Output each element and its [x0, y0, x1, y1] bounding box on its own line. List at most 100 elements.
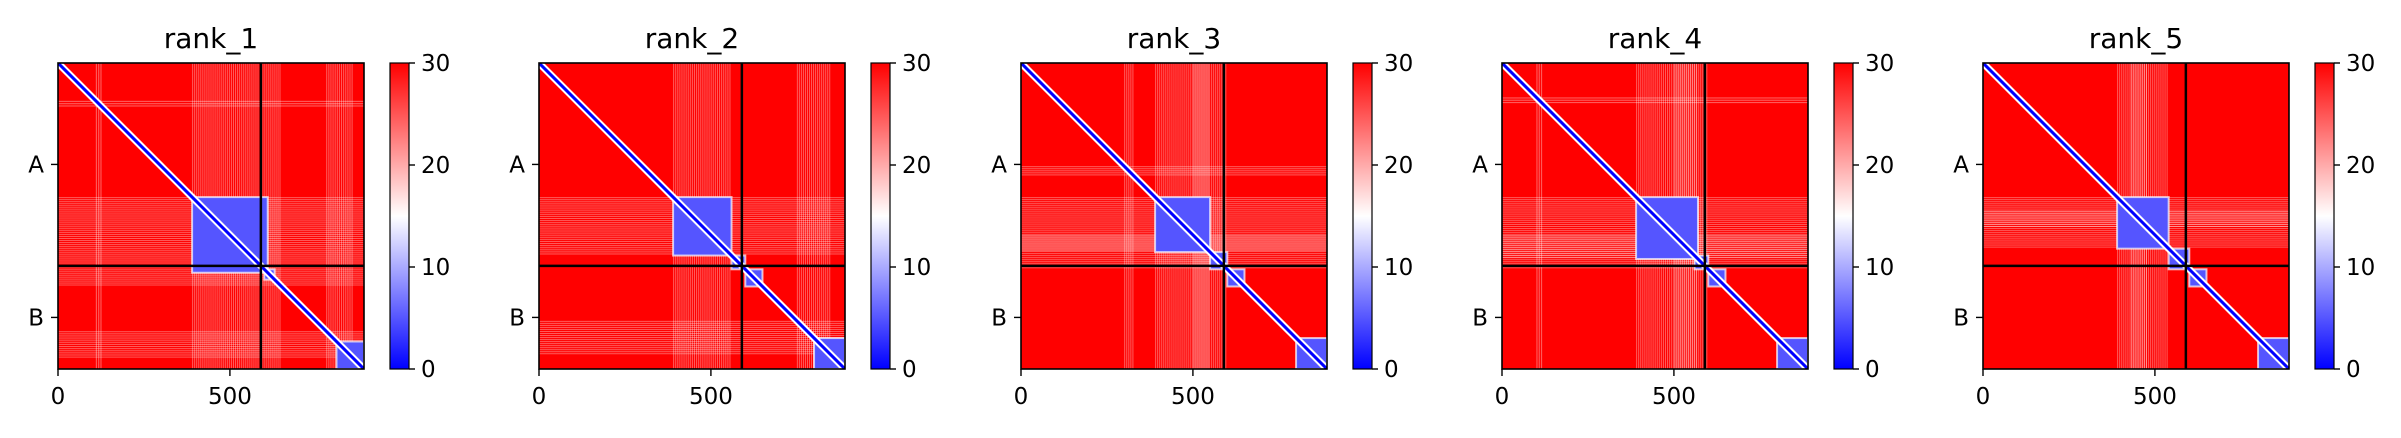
stripe-row [1502, 99, 1808, 101]
heatmap [58, 63, 364, 369]
panel-title: rank_2 [645, 22, 739, 55]
y-tick-label: A [509, 152, 525, 178]
stripe-row [1021, 166, 1327, 168]
panel-title: rank_3 [1127, 22, 1221, 55]
stripe-col [809, 63, 811, 369]
stripe-col [328, 63, 330, 369]
colorbar-tick-label: 20 [1865, 153, 1894, 179]
colorbar-tick-label: 30 [1865, 51, 1894, 77]
stripe-col [811, 63, 813, 369]
stripe-row [539, 320, 845, 322]
stripe-row [1021, 259, 1327, 261]
stripe-row [539, 330, 845, 332]
stripe-col [98, 63, 100, 369]
stripe-col [1128, 63, 1130, 369]
panel-title: rank_4 [1608, 22, 1702, 55]
stripe-col [813, 63, 815, 369]
diagonal [539, 63, 845, 369]
stripe-row [1021, 255, 1327, 257]
stripe-col [825, 63, 827, 369]
colorbar-tick-label: 20 [421, 153, 450, 179]
stripe-col [277, 63, 279, 369]
x-tick-label: 0 [1495, 384, 1510, 410]
domain-edge [744, 268, 764, 288]
stripe-col [829, 63, 831, 369]
colorbar-tick-label: 10 [421, 255, 450, 281]
y-tick-label: A [1953, 152, 1969, 178]
panel-title: rank_5 [2089, 22, 2183, 55]
stripe-row [58, 348, 364, 350]
panel-title: rank_1 [164, 22, 258, 55]
plot-frame [1020, 62, 1328, 370]
stripe-row [58, 105, 364, 107]
colorbar-tick-label: 10 [1384, 255, 1413, 281]
stripe-col [806, 63, 808, 369]
colorbar-gradient [389, 62, 410, 370]
x-tick-label: 0 [51, 384, 66, 410]
stripe-col [336, 63, 338, 369]
stripe-col [1225, 63, 1227, 369]
stripe-col [343, 63, 345, 369]
stripe-row [58, 341, 364, 343]
colorbar: 0 10 20 30 [389, 51, 450, 383]
stripe-row [1021, 267, 1327, 269]
domain-edge [2188, 268, 2208, 288]
domain-edge [1154, 196, 1212, 254]
colorbar-tick-label: 0 [421, 357, 436, 383]
stripe-row [58, 276, 364, 278]
stripe-row [1502, 101, 1808, 104]
stripe-row [58, 284, 364, 286]
domain-edge [2116, 196, 2170, 250]
colorbar-tick-label: 0 [2346, 357, 2361, 383]
stripe-col [817, 63, 819, 369]
stripe-col [1219, 63, 1221, 369]
panel-4: rank_4 0 500 A B 0 10 20 30 [1472, 22, 1894, 410]
stripe-col [1124, 63, 1126, 369]
stripe-col [1538, 63, 1540, 369]
stripe-row [58, 331, 364, 333]
heatmap [1502, 63, 1808, 369]
colorbar-tick-label: 10 [1865, 255, 1894, 281]
stripe-col [100, 63, 102, 369]
colorbar-tick-label: 10 [2346, 255, 2375, 281]
plot-frame [1982, 62, 2290, 370]
panel-2: rank_2 0 500 A B 0 10 20 30 [509, 22, 931, 410]
stripe-row [1021, 253, 1327, 255]
stripe-col [347, 63, 349, 369]
stripe-col [821, 63, 823, 369]
stripe-col [800, 63, 802, 369]
stripe-row [539, 324, 845, 326]
stripe-col [271, 63, 273, 369]
stripe-col [273, 63, 275, 369]
diagonal [1983, 63, 2289, 369]
colorbar-tick-label: 0 [1384, 357, 1399, 383]
stripe-col [95, 63, 97, 369]
domain-edge [191, 196, 269, 274]
stripe-col [815, 63, 817, 369]
stripe-col [332, 63, 334, 369]
heatmap [539, 63, 845, 369]
stripe-col [798, 63, 800, 369]
stripe-col [1126, 63, 1128, 369]
stripe-col [1540, 63, 1543, 369]
stripe-col [1700, 63, 1702, 369]
x-tick-label: 500 [208, 384, 252, 410]
stripe-col [1221, 63, 1223, 369]
stripe-col [1217, 63, 1219, 369]
y-tick-label: B [1953, 305, 1969, 331]
stripe-row [539, 349, 845, 351]
stripe-row [539, 337, 845, 339]
stripe-col [338, 63, 340, 369]
colorbar-tick-label: 0 [902, 357, 917, 383]
colorbar: 0 10 20 30 [1833, 51, 1894, 383]
stripe-col [802, 63, 804, 369]
diagonal [1021, 63, 1327, 369]
stripe-col [275, 63, 277, 369]
panel-3: rank_3 0 500 A B 0 10 20 30 [991, 22, 1413, 410]
stripe-col [330, 63, 332, 369]
stripe-col [340, 63, 343, 369]
stripe-row [539, 333, 845, 335]
x-tick-label: 0 [532, 384, 547, 410]
stripe-row [58, 100, 364, 102]
